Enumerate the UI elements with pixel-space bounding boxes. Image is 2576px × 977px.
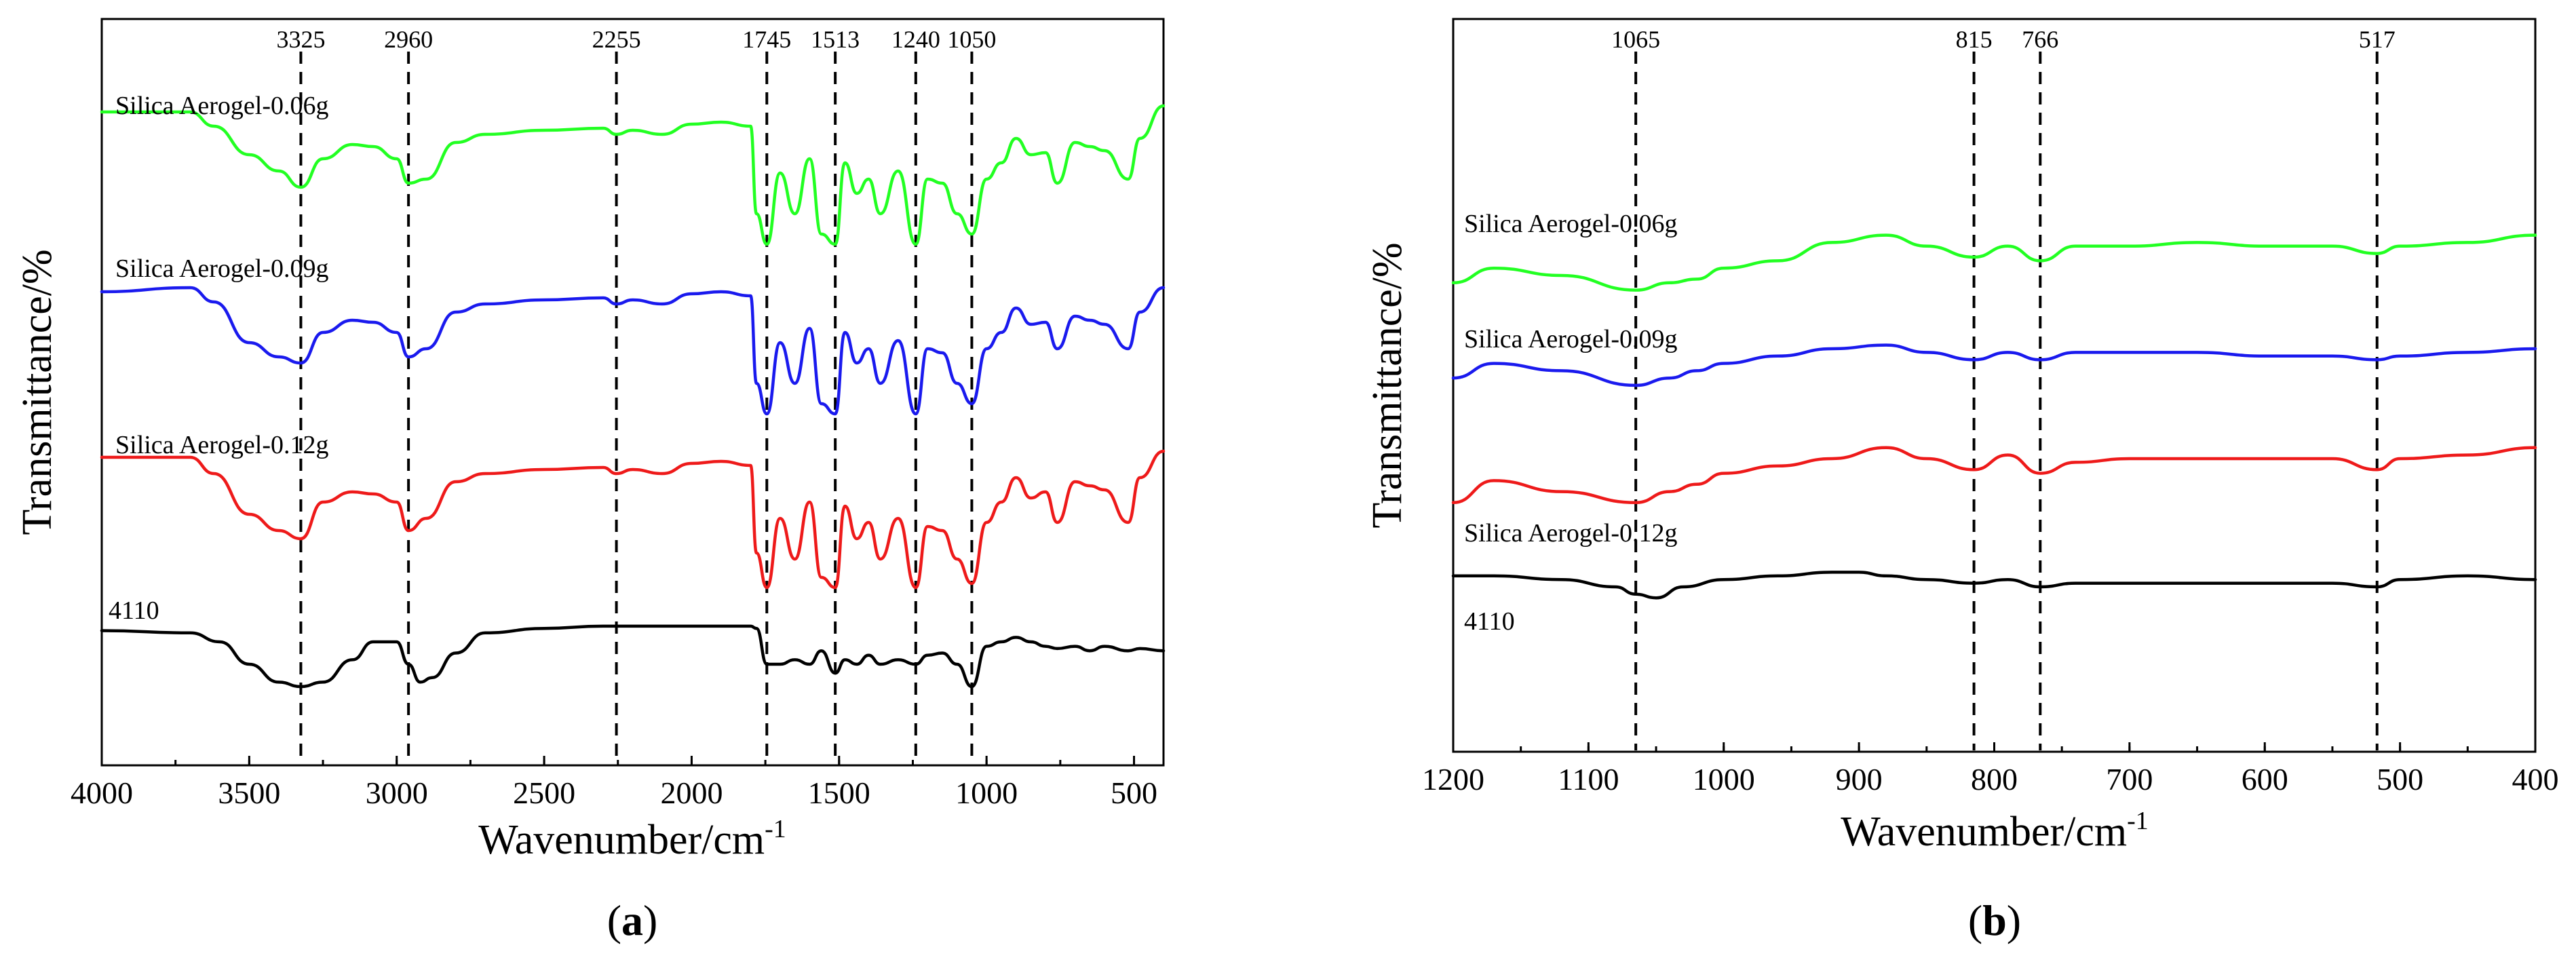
series-label: Silica Aerogel-0.12g bbox=[1464, 519, 1677, 548]
series-line-silica-aerogel-0-06g bbox=[1451, 233, 2537, 292]
panel-label-a: (a) bbox=[607, 896, 658, 944]
x-tick-label: 800 bbox=[1971, 762, 2018, 797]
peak-label: 1065 bbox=[1611, 26, 1660, 53]
x-tick-label: 700 bbox=[2106, 762, 2153, 797]
peak-label: 1745 bbox=[742, 26, 791, 53]
x-tick-label: 1100 bbox=[1558, 762, 1619, 797]
series-label: 4110 bbox=[109, 596, 159, 625]
series-line-silica-aerogel-0-12g bbox=[1451, 446, 2537, 505]
series-line-silica-aerogel-0-12g bbox=[100, 449, 1166, 590]
panel-a: 4000 3500 3000 2500 2000 1500 1000 500 3325 2960… bbox=[14, 18, 1166, 944]
series-label: Silica Aerogel-0.06g bbox=[115, 92, 328, 120]
series-line-4110 bbox=[1451, 571, 2537, 600]
panel-b: 1200 1100 1000 900 800 700 600 500 400 1065 815 76… bbox=[1364, 18, 2559, 944]
series-line-silica-aerogel-0-09g bbox=[100, 286, 1166, 416]
panel-label-b: (b) bbox=[1968, 896, 2021, 944]
peak-label: 2960 bbox=[384, 26, 433, 53]
x-tick-label: 2500 bbox=[513, 775, 575, 810]
x-axis-label-b: Wavenumber/cm-1 bbox=[1841, 807, 2149, 855]
peak-label: 766 bbox=[2022, 26, 2058, 53]
series-line-silica-aerogel-0-09g bbox=[1451, 343, 2537, 387]
y-axis-label-a: Transmittance/% bbox=[14, 249, 60, 535]
x-tick-label: 3000 bbox=[366, 775, 428, 810]
peak-label: 1240 bbox=[891, 26, 940, 53]
y-axis-label-b: Transmittance/% bbox=[1364, 242, 1410, 528]
peak-label: 815 bbox=[1956, 26, 1993, 53]
series-label: Silica Aerogel-0.09g bbox=[115, 254, 328, 283]
x-tick-label: 500 bbox=[1111, 775, 1157, 810]
x-tick-label: 2000 bbox=[660, 775, 723, 810]
x-tick-label: 1000 bbox=[955, 775, 1018, 810]
series-label: 4110 bbox=[1464, 607, 1515, 636]
plot-frame-a bbox=[100, 18, 1165, 767]
peak-label: 3325 bbox=[276, 26, 325, 53]
x-tick-label: 1500 bbox=[808, 775, 870, 810]
x-tick-label: 3500 bbox=[218, 775, 280, 810]
plot-frame-b bbox=[1452, 18, 2537, 753]
x-tick-label: 4000 bbox=[71, 775, 133, 810]
peak-label: 1050 bbox=[947, 26, 996, 53]
series-line-4110 bbox=[100, 624, 1166, 689]
peak-label: 517 bbox=[2359, 26, 2396, 53]
series-label: Silica Aerogel-0.09g bbox=[1464, 325, 1677, 353]
series-label: Silica Aerogel-0.12g bbox=[115, 431, 328, 459]
peak-label: 1513 bbox=[811, 26, 860, 53]
series-line-silica-aerogel-0-06g bbox=[100, 104, 1166, 246]
peak-label: 2255 bbox=[592, 26, 641, 53]
x-tick-label: 1000 bbox=[1693, 762, 1755, 797]
x-tick-label: 500 bbox=[2377, 762, 2423, 797]
x-axis-label-a: Wavenumber/cm-1 bbox=[478, 815, 786, 863]
x-tick-label: 400 bbox=[2512, 762, 2559, 797]
x-tick-label: 900 bbox=[1836, 762, 1883, 797]
x-tick-label: 600 bbox=[2242, 762, 2288, 797]
series-label: Silica Aerogel-0.06g bbox=[1464, 210, 1677, 238]
x-tick-label: 1200 bbox=[1422, 762, 1484, 797]
